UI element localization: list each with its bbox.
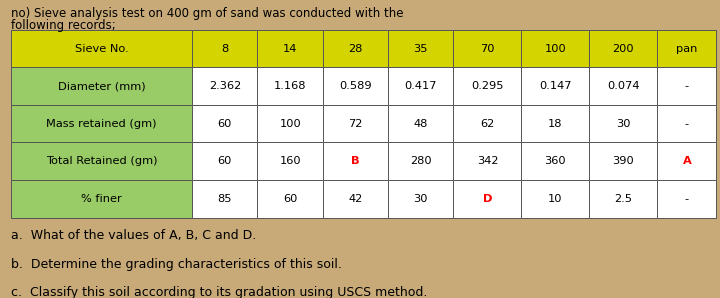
Bar <box>11 142 192 180</box>
Text: 14: 14 <box>283 44 297 54</box>
Text: 48: 48 <box>413 119 428 129</box>
Bar <box>454 30 521 67</box>
Bar <box>388 180 454 218</box>
Bar <box>657 67 716 105</box>
Text: % finer: % finer <box>81 194 122 204</box>
Text: 62: 62 <box>480 119 495 129</box>
Bar <box>192 180 258 218</box>
Bar <box>521 105 590 142</box>
Text: 60: 60 <box>217 156 232 166</box>
Text: 70: 70 <box>480 44 495 54</box>
Text: Total Retained (gm): Total Retained (gm) <box>46 156 157 166</box>
Bar <box>11 105 192 142</box>
Bar <box>258 180 323 218</box>
Bar <box>521 142 590 180</box>
Bar <box>192 67 258 105</box>
Text: 2.362: 2.362 <box>209 81 241 91</box>
Text: 1.168: 1.168 <box>274 81 307 91</box>
Text: A: A <box>683 156 691 166</box>
Text: 280: 280 <box>410 156 431 166</box>
Bar <box>454 180 521 218</box>
Bar <box>258 30 323 67</box>
Bar <box>657 142 716 180</box>
Text: 390: 390 <box>613 156 634 166</box>
Text: 72: 72 <box>348 119 363 129</box>
Text: Diameter (mm): Diameter (mm) <box>58 81 145 91</box>
Text: Sieve No.: Sieve No. <box>75 44 128 54</box>
Bar <box>590 67 657 105</box>
Bar <box>11 67 192 105</box>
Bar <box>323 30 388 67</box>
Text: 0.295: 0.295 <box>471 81 504 91</box>
Text: Mass retained (gm): Mass retained (gm) <box>46 119 157 129</box>
Bar <box>521 67 590 105</box>
Bar <box>521 30 590 67</box>
Text: following records;: following records; <box>11 19 115 32</box>
Text: no) Sieve analysis test on 400 gm of sand was conducted with the: no) Sieve analysis test on 400 gm of san… <box>11 7 403 21</box>
Bar <box>11 30 192 67</box>
Text: 28: 28 <box>348 44 363 54</box>
Text: a.  What of the values of A, B, C and D.: a. What of the values of A, B, C and D. <box>11 229 256 243</box>
Bar <box>590 180 657 218</box>
Text: b.  Determine the grading characteristics of this soil.: b. Determine the grading characteristics… <box>11 258 342 271</box>
Text: 0.417: 0.417 <box>405 81 437 91</box>
Bar <box>258 142 323 180</box>
Text: 360: 360 <box>544 156 566 166</box>
Text: 0.147: 0.147 <box>539 81 572 91</box>
Bar <box>454 67 521 105</box>
Bar <box>657 30 716 67</box>
Bar <box>521 180 590 218</box>
Text: -: - <box>685 119 689 129</box>
Text: pan: pan <box>676 44 698 54</box>
Text: 0.074: 0.074 <box>607 81 639 91</box>
Bar <box>323 142 388 180</box>
Bar <box>454 142 521 180</box>
Text: 8: 8 <box>221 44 228 54</box>
Bar <box>590 105 657 142</box>
Bar <box>192 105 258 142</box>
Bar <box>258 105 323 142</box>
Text: -: - <box>685 81 689 91</box>
Text: 85: 85 <box>217 194 232 204</box>
Text: c.  Classify this soil according to its gradation using USCS method.: c. Classify this soil according to its g… <box>11 286 427 298</box>
Text: 35: 35 <box>413 44 428 54</box>
Bar <box>454 105 521 142</box>
Bar <box>388 30 454 67</box>
Bar <box>258 67 323 105</box>
Bar <box>323 67 388 105</box>
Bar <box>590 142 657 180</box>
Text: 342: 342 <box>477 156 498 166</box>
Bar <box>590 30 657 67</box>
Text: 2.5: 2.5 <box>614 194 632 204</box>
Bar <box>192 142 258 180</box>
Text: 60: 60 <box>283 194 297 204</box>
Text: 60: 60 <box>217 119 232 129</box>
Text: 200: 200 <box>613 44 634 54</box>
Bar <box>192 30 258 67</box>
Bar <box>388 142 454 180</box>
Bar <box>323 180 388 218</box>
Text: 0.589: 0.589 <box>339 81 372 91</box>
Bar <box>323 105 388 142</box>
Text: 160: 160 <box>279 156 301 166</box>
Text: D: D <box>482 194 492 204</box>
Bar <box>388 105 454 142</box>
Text: -: - <box>685 194 689 204</box>
Text: 100: 100 <box>544 44 567 54</box>
Bar <box>657 105 716 142</box>
Text: 30: 30 <box>413 194 428 204</box>
Bar <box>657 180 716 218</box>
Text: 100: 100 <box>279 119 301 129</box>
Text: 10: 10 <box>548 194 562 204</box>
Bar <box>11 180 192 218</box>
Text: B: B <box>351 156 360 166</box>
Bar <box>388 67 454 105</box>
Text: 30: 30 <box>616 119 631 129</box>
Text: 18: 18 <box>548 119 562 129</box>
Text: 42: 42 <box>348 194 363 204</box>
